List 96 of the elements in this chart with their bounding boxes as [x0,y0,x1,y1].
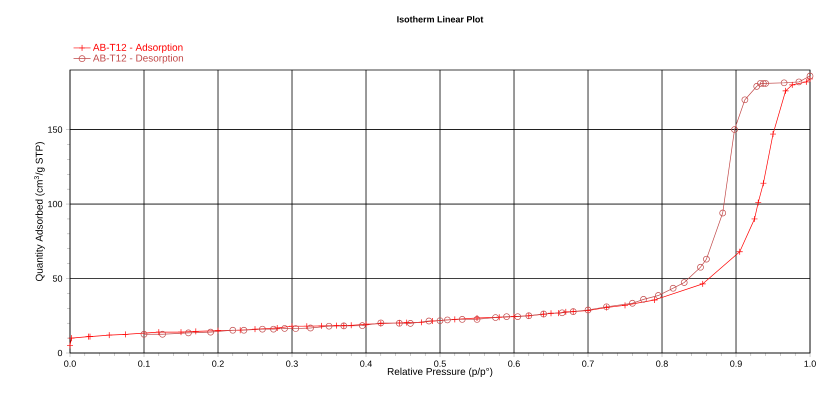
point [697,264,704,271]
point [503,313,510,320]
point [68,334,75,342]
x-tick-label: 0.9 [730,360,742,367]
point [622,302,628,309]
point [782,88,789,94]
point [788,82,796,88]
point [407,320,414,327]
point [214,327,222,334]
point [307,324,314,332]
point [754,199,762,206]
point [429,318,436,324]
point [796,78,802,86]
point [362,320,370,328]
y-tick-label: 100 [48,200,62,208]
x-axis-title: Relative Pressure (p/p°) [388,368,492,377]
point [757,80,764,87]
x-tick-label: 1.0 [804,360,816,367]
point [651,296,658,304]
point [753,83,760,90]
point [106,332,113,338]
point [736,248,744,256]
point [259,326,266,333]
point [192,328,200,335]
point [292,325,300,332]
y-tick-label: 150 [48,126,62,133]
legend-label: AB-T12 - Desorption [92,54,184,64]
point [155,328,162,336]
point [426,318,432,324]
point [719,210,726,216]
point [496,314,503,321]
point [762,80,769,87]
point [348,322,355,329]
point [742,96,748,104]
point [159,330,166,338]
point [548,310,554,317]
x-tick-label: 0.7 [582,360,594,367]
point [229,326,236,334]
point [66,342,74,349]
point [140,330,148,338]
point [629,300,636,307]
legend-label: AB-T12 - Adsorption [92,44,182,53]
point [558,309,566,316]
point [436,317,444,324]
point [760,180,767,187]
point [640,296,647,303]
point [751,216,758,222]
point [403,319,410,326]
point [236,326,244,334]
point [780,79,788,86]
point [451,316,458,323]
point [270,326,277,333]
point [444,316,451,324]
point [178,328,184,336]
point [358,322,366,329]
x-tick-label: 0.2 [212,360,224,367]
point [318,322,325,330]
x-tick-label: 0.4 [360,360,372,367]
point [418,318,425,326]
x-tick-label: 0.3 [286,360,298,367]
x-tick-label: 0.8 [656,360,668,367]
x-tick-label: 0.6 [508,360,520,367]
point [760,80,767,87]
chart-title: Isotherm Linear Plot [397,16,484,23]
point [281,325,288,332]
point [240,326,248,334]
point [670,284,676,292]
y-axis-title: Quantity Adsorbed (cm$^{3}$/g STP) [34,142,45,282]
point [185,330,192,336]
x-tick-label: 0.1 [138,360,150,367]
point [514,313,522,320]
point [207,328,214,336]
point [731,126,738,133]
y-tick-label: 50 [52,275,62,282]
point [252,326,258,333]
x-tick-label: 0.5 [434,360,446,367]
point [458,316,466,323]
point [303,322,310,330]
point [122,331,129,338]
point [333,322,340,329]
point [555,310,562,316]
point [770,130,776,138]
point [699,280,706,288]
point [703,256,710,262]
point [680,279,688,286]
point [806,72,814,80]
point [326,322,332,330]
point [654,292,662,299]
y-tick-label: 0 [58,350,62,356]
point [510,313,518,320]
point [274,324,281,332]
point [492,314,499,321]
point [562,308,570,316]
point [806,76,814,82]
x-tick-label: 0.0 [64,360,76,367]
point [802,78,810,86]
